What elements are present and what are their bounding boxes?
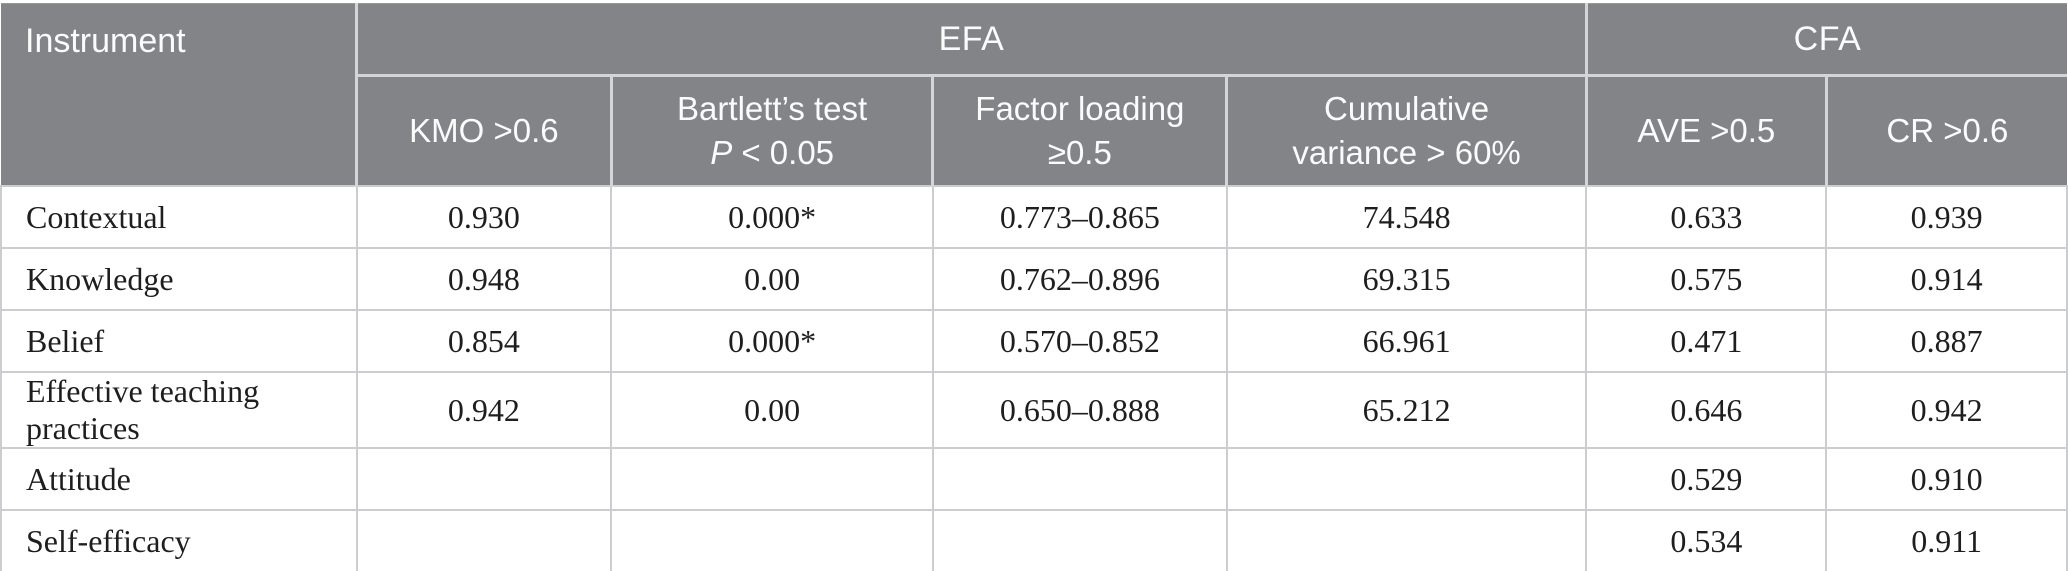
bartlett-header-line1: Bartlett’s test <box>677 90 868 128</box>
cumulative-variance-column-header: Cumulative variance > 60% <box>1225 75 1587 187</box>
bartlett-column-header: Bartlett’s test P < 0.05 <box>609 75 933 187</box>
kmo-cell: 0.948 <box>355 247 613 311</box>
factor-header-line2: ≥0.5 <box>1047 134 1112 171</box>
table-row: Knowledge 0.948 0.00 0.762–0.896 69.315 … <box>0 247 2068 311</box>
cr-cell: 0.911 <box>1825 509 2068 571</box>
kmo-cell: 0.854 <box>355 309 613 373</box>
cumulative-variance-cell <box>1225 447 1588 511</box>
cr-cell: 0.939 <box>1825 185 2068 249</box>
ave-cell: 0.633 <box>1585 185 1828 249</box>
cfa-group-header: CFA <box>1584 3 2067 77</box>
table-row: Contextual 0.930 0.000* 0.773–0.865 74.5… <box>0 185 2068 249</box>
kmo-cell <box>355 447 613 511</box>
table-row: Self-efficacy 0.534 0.911 <box>0 509 2068 571</box>
table-row: Effective teaching practices 0.942 0.00 … <box>0 371 2068 449</box>
ave-column-header: AVE >0.5 <box>1584 75 1827 187</box>
kmo-cell <box>355 509 613 571</box>
factor-loading-cell: 0.762–0.896 <box>931 247 1228 311</box>
kmo-cell: 0.942 <box>355 371 613 449</box>
instrument-cell: Belief <box>0 309 358 373</box>
factor-header-line1: Factor loading <box>975 90 1185 128</box>
bartlett-cell <box>610 509 934 571</box>
factor-loading-cell: 0.570–0.852 <box>931 309 1228 373</box>
cr-header-label: CR >0.6 <box>1886 112 2009 150</box>
table-header: Instrument EFA CFA KMO >0.6 Bartlett’s t… <box>1 3 2067 187</box>
kmo-column-header: KMO >0.6 <box>355 75 612 187</box>
bartlett-cell <box>610 447 934 511</box>
cumulative-variance-cell: 69.315 <box>1225 247 1588 311</box>
cumvar-header-line1: Cumulative <box>1324 90 1490 128</box>
factor-loading-cell: 0.773–0.865 <box>931 185 1228 249</box>
factor-loading-cell <box>931 447 1228 511</box>
factor-loading-column-header: Factor loading ≥0.5 <box>931 75 1227 187</box>
table-body: Contextual 0.930 0.000* 0.773–0.865 74.5… <box>0 185 2068 571</box>
ave-cell: 0.471 <box>1585 309 1828 373</box>
instrument-cell: Attitude <box>0 447 358 511</box>
sub-header-row: KMO >0.6 Bartlett’s test P < 0.05 Factor… <box>1 75 2067 187</box>
ave-header-label: AVE >0.5 <box>1637 112 1776 150</box>
cr-cell: 0.887 <box>1825 309 2068 373</box>
group-header-row: Instrument EFA CFA <box>1 3 2067 187</box>
cr-cell: 0.942 <box>1825 371 2068 449</box>
table-row: Belief 0.854 0.000* 0.570–0.852 66.961 0… <box>0 309 2068 373</box>
bartlett-header-line2: P < 0.05 <box>619 131 926 175</box>
bartlett-cell: 0.000* <box>610 309 934 373</box>
cumvar-header-line2: variance > 60% <box>1292 134 1521 171</box>
factor-loading-cell: 0.650–0.888 <box>931 371 1228 449</box>
bartlett-cell: 0.00 <box>610 247 934 311</box>
instrument-cell: Self-efficacy <box>0 509 358 571</box>
ave-cell: 0.534 <box>1585 509 1828 571</box>
bartlett-threshold: < 0.05 <box>732 134 835 171</box>
factor-loading-cell <box>931 509 1228 571</box>
cumulative-variance-cell: 65.212 <box>1225 371 1588 449</box>
efa-group-header: EFA <box>355 3 1587 77</box>
bartlett-p-symbol: P <box>710 134 733 171</box>
instrument-column-header: Instrument <box>1 3 359 187</box>
kmo-cell: 0.930 <box>355 185 613 249</box>
cumulative-variance-cell <box>1225 509 1588 571</box>
kmo-header-label: KMO >0.6 <box>409 112 559 150</box>
ave-cell: 0.646 <box>1585 371 1828 449</box>
efa-cfa-results-table: Instrument EFA CFA KMO >0.6 Bartlett’s t… <box>0 3 2068 571</box>
table-row: Attitude 0.529 0.910 <box>0 447 2068 511</box>
ave-cell: 0.575 <box>1585 247 1828 311</box>
cr-column-header: CR >0.6 <box>1824 75 2067 187</box>
bartlett-cell: 0.000* <box>610 185 934 249</box>
instrument-cell: Knowledge <box>0 247 358 311</box>
ave-cell: 0.529 <box>1585 447 1828 511</box>
cumulative-variance-cell: 66.961 <box>1225 309 1588 373</box>
instrument-cell: Effective teaching practices <box>0 371 358 449</box>
cr-cell: 0.910 <box>1825 447 2068 511</box>
bartlett-cell: 0.00 <box>610 371 934 449</box>
instrument-cell: Contextual <box>0 185 358 249</box>
cr-cell: 0.914 <box>1825 247 2068 311</box>
cumulative-variance-cell: 74.548 <box>1225 185 1588 249</box>
